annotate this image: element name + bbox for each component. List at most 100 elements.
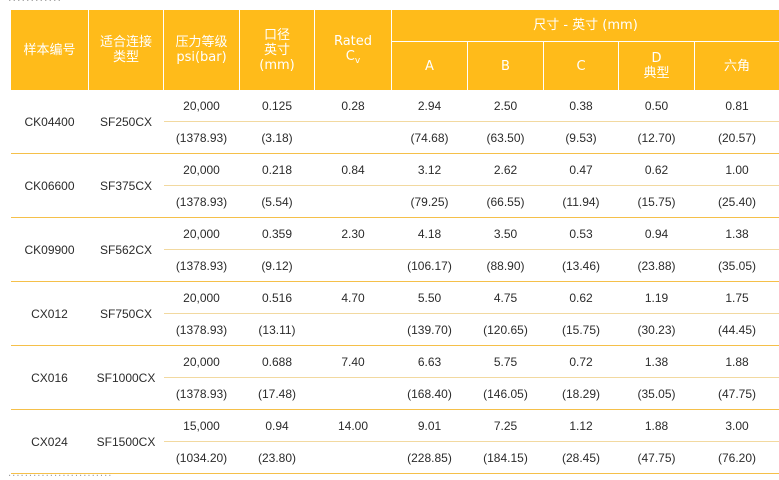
connection-cell: SF375CX bbox=[88, 153, 164, 218]
cv-cell: 4.70 bbox=[314, 281, 392, 314]
dim-hex-mm-cell: (35.05) bbox=[694, 249, 779, 282]
dim-b-mm-cell: (88.90) bbox=[467, 249, 544, 282]
dim-d-mm-cell: (35.05) bbox=[618, 377, 695, 410]
dim-hex-mm-cell: (76.20) bbox=[694, 441, 779, 474]
pressure-psi-cell: 20,000 bbox=[163, 345, 240, 378]
dim-c-in-cell: 0.38 bbox=[543, 90, 619, 122]
dim-d-mm-cell: (30.23) bbox=[618, 313, 695, 346]
header-dim-d: D 典型 bbox=[618, 41, 695, 90]
pressure-psi-cell: 20,000 bbox=[163, 90, 240, 122]
cv-cell: 0.84 bbox=[314, 153, 392, 186]
dim-hex-mm-cell: (44.45) bbox=[694, 313, 779, 346]
dim-hex-in-cell: 1.88 bbox=[694, 345, 779, 378]
table-header: 样本编号 适合连接类型 压力等级 psi(bar) 口径 英寸 (mm) Rated C… bbox=[10, 10, 779, 90]
header-orifice: 口径 英寸 (mm) bbox=[239, 10, 315, 90]
orifice-in-cell: 0.125 bbox=[239, 90, 315, 122]
connection-cell: SF250CX bbox=[88, 90, 164, 154]
cv-cell-empty bbox=[314, 185, 392, 218]
dim-b-mm-cell: (184.15) bbox=[467, 441, 544, 474]
dim-b-in-cell: 7.25 bbox=[467, 409, 544, 442]
dim-d-in-cell: 0.62 bbox=[618, 153, 695, 186]
table-row: CX012 SF750CX 20,000 0.516 4.70 5.50 4.7… bbox=[10, 281, 779, 346]
table-row: CX016 SF1000CX 20,000 0.688 7.40 6.63 5.… bbox=[10, 345, 779, 410]
dim-b-in-cell: 5.75 bbox=[467, 345, 544, 378]
orifice-in-cell: 0.218 bbox=[239, 153, 315, 186]
dim-b-in-cell: 3.50 bbox=[467, 217, 544, 250]
header-dim-c: C bbox=[543, 41, 619, 90]
dim-d-in-cell: 1.19 bbox=[618, 281, 695, 314]
dim-d-mm-cell: (12.70) bbox=[618, 121, 695, 154]
dim-a-mm-cell: (168.40) bbox=[391, 377, 468, 410]
dim-c-mm-cell: (28.45) bbox=[543, 441, 619, 474]
dim-c-mm-cell: (9.53) bbox=[543, 121, 619, 154]
table-row: CK04400 SF250CX 20,000 0.125 0.28 2.94 2… bbox=[10, 90, 779, 154]
cv-cell-empty bbox=[314, 121, 392, 154]
connection-cell: SF1500CX bbox=[88, 409, 164, 474]
dim-a-mm-cell: (79.25) bbox=[391, 185, 468, 218]
pressure-bar-cell: (1378.93) bbox=[163, 313, 240, 346]
orifice-mm-cell: (9.12) bbox=[239, 249, 315, 282]
dim-hex-mm-cell: (20.57) bbox=[694, 121, 779, 154]
model-cell: CK04400 bbox=[10, 90, 89, 154]
dim-hex-in-cell: 1.75 bbox=[694, 281, 779, 314]
dim-b-mm-cell: (146.05) bbox=[467, 377, 544, 410]
dim-c-mm-cell: (13.46) bbox=[543, 249, 619, 282]
table-body: CK04400 SF250CX 20,000 0.125 0.28 2.94 2… bbox=[10, 90, 779, 474]
header-rated-cv: Rated Cv bbox=[314, 10, 392, 90]
dim-a-mm-cell: (74.68) bbox=[391, 121, 468, 154]
header-pressure: 压力等级 psi(bar) bbox=[163, 10, 240, 90]
cropped-caption-bottom: ························· bbox=[8, 474, 113, 480]
dim-b-in-cell: 2.50 bbox=[467, 90, 544, 122]
dim-a-in-cell: 9.01 bbox=[391, 409, 468, 442]
dim-d-in-cell: 0.94 bbox=[618, 217, 695, 250]
dim-a-in-cell: 5.50 bbox=[391, 281, 468, 314]
specifications-table: 样本编号 适合连接类型 压力等级 psi(bar) 口径 英寸 (mm) Rated C… bbox=[10, 10, 779, 474]
table-row: (1034.20) (23.80) (228.85) (184.15) (28.… bbox=[11, 441, 779, 474]
table-row: (1378.93) (17.48) (168.40) (146.05) (18.… bbox=[11, 377, 779, 410]
orifice-mm-cell: (23.80) bbox=[239, 441, 315, 474]
cv-cell-empty bbox=[314, 249, 392, 282]
orifice-mm-cell: (17.48) bbox=[239, 377, 315, 410]
pressure-bar-cell: (1378.93) bbox=[163, 377, 240, 410]
dim-c-in-cell: 1.12 bbox=[543, 409, 619, 442]
cv-cell-empty bbox=[314, 441, 392, 474]
pressure-bar-cell: (1378.93) bbox=[163, 185, 240, 218]
pressure-psi-cell: 15,000 bbox=[163, 409, 240, 442]
header-dimensions: 尺寸 - 英寸 (mm) bbox=[390, 10, 779, 42]
pressure-psi-cell: 20,000 bbox=[163, 217, 240, 250]
orifice-in-cell: 0.94 bbox=[239, 409, 315, 442]
dim-c-in-cell: 0.47 bbox=[543, 153, 619, 186]
dim-b-mm-cell: (66.55) bbox=[467, 185, 544, 218]
dim-hex-mm-cell: (25.40) bbox=[694, 185, 779, 218]
dim-hex-in-cell: 0.81 bbox=[694, 90, 779, 122]
dim-a-mm-cell: (228.85) bbox=[391, 441, 468, 474]
dim-d-in-cell: 0.50 bbox=[618, 90, 695, 122]
header-dim-hex: 六角 bbox=[693, 41, 779, 90]
connection-cell: SF562CX bbox=[88, 217, 164, 282]
dim-d-in-cell: 1.38 bbox=[618, 345, 695, 378]
dim-c-in-cell: 0.72 bbox=[543, 345, 619, 378]
dim-hex-in-cell: 1.38 bbox=[694, 217, 779, 250]
header-connection: 适合连接类型 bbox=[88, 10, 164, 90]
pressure-psi-cell: 20,000 bbox=[163, 281, 240, 314]
pressure-bar-cell: (1378.93) bbox=[163, 249, 240, 282]
dim-a-in-cell: 2.94 bbox=[391, 90, 468, 122]
dim-c-mm-cell: (11.94) bbox=[543, 185, 619, 218]
dim-d-mm-cell: (15.75) bbox=[618, 185, 695, 218]
dim-b-in-cell: 4.75 bbox=[467, 281, 544, 314]
dim-c-in-cell: 0.62 bbox=[543, 281, 619, 314]
cropped-caption-top: ············ bbox=[8, 0, 62, 7]
dim-a-in-cell: 6.63 bbox=[391, 345, 468, 378]
table-row: (1378.93) (9.12) (106.17) (88.90) (13.46… bbox=[11, 249, 779, 282]
pressure-bar-cell: (1034.20) bbox=[163, 441, 240, 474]
dim-a-in-cell: 3.12 bbox=[391, 153, 468, 186]
dim-c-mm-cell: (18.29) bbox=[543, 377, 619, 410]
dim-d-mm-cell: (23.88) bbox=[618, 249, 695, 282]
dim-b-mm-cell: (120.65) bbox=[467, 313, 544, 346]
header-dim-a: A bbox=[391, 41, 468, 90]
orifice-in-cell: 0.688 bbox=[239, 345, 315, 378]
dim-b-mm-cell: (63.50) bbox=[467, 121, 544, 154]
orifice-mm-cell: (5.54) bbox=[239, 185, 315, 218]
cv-cell: 0.28 bbox=[314, 90, 392, 122]
cv-cell-empty bbox=[314, 313, 392, 346]
